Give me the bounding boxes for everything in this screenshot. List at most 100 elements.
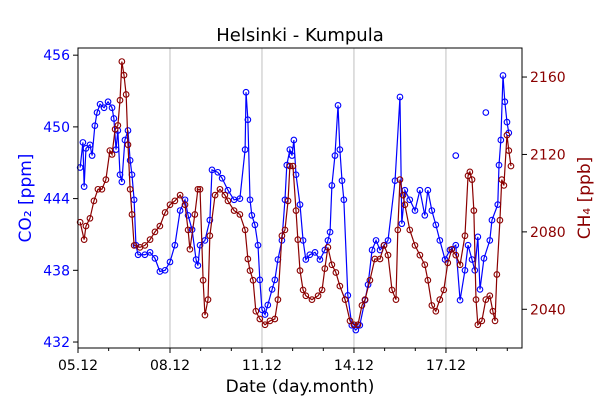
data-point [151, 228, 159, 236]
data-point [161, 209, 169, 216]
data-point [130, 242, 138, 249]
data-point [278, 232, 286, 240]
data-point [196, 241, 204, 249]
series-line [79, 61, 512, 327]
data-point [376, 255, 384, 263]
data-point [241, 146, 249, 153]
data-point [501, 98, 509, 106]
data-point [474, 321, 482, 329]
grid-lines [169, 48, 447, 348]
data-point [171, 241, 179, 249]
data-point [184, 226, 192, 234]
data-point [421, 261, 429, 269]
y-tick-label-left: 444 [43, 192, 70, 208]
data-point [116, 96, 124, 104]
data-point [246, 267, 254, 274]
data-point [194, 262, 202, 269]
data-point [176, 207, 184, 214]
data-point [289, 162, 297, 170]
y-tick-label-left: 432 [43, 335, 70, 351]
data-point [91, 122, 99, 130]
axis-ticks: 05.12 08.12 11.12 14.12 17.12 432 438 444 450 456… [43, 48, 565, 374]
data-point [436, 296, 444, 303]
data-point [120, 71, 128, 79]
data-point [488, 216, 496, 224]
data-point [261, 311, 269, 318]
data-point [252, 307, 260, 315]
data-point [503, 118, 511, 126]
data-point [108, 151, 116, 158]
data-point [236, 195, 244, 202]
data-point [302, 256, 310, 263]
data-point [184, 211, 192, 219]
data-point [246, 196, 254, 204]
data-point [328, 261, 336, 269]
data-point [126, 157, 134, 164]
data-point [472, 296, 480, 303]
data-point [124, 141, 132, 149]
data-point [256, 276, 264, 284]
data-point [316, 256, 324, 263]
data-point [290, 136, 298, 144]
data-point [461, 266, 469, 274]
data-point [76, 164, 84, 171]
data-point [440, 286, 448, 294]
data-point [424, 276, 432, 284]
data-point [94, 185, 102, 193]
data-point [206, 232, 214, 240]
data-point [181, 201, 189, 209]
data-point [302, 292, 310, 300]
data-point [482, 296, 490, 303]
data-point [503, 131, 511, 139]
data-point [76, 218, 84, 226]
x-tick-label: 05.12 [58, 358, 98, 374]
data-point [354, 321, 362, 329]
data-point [341, 296, 349, 303]
data-point [128, 211, 136, 218]
y-tick-label-right: 2040 [530, 302, 566, 318]
data-point [90, 197, 98, 205]
data-point [491, 317, 499, 325]
data-point [507, 162, 515, 170]
data-point [93, 109, 101, 116]
y-tick-label-left: 450 [43, 120, 70, 136]
data-point [80, 236, 88, 243]
data-point [497, 136, 505, 144]
data-point [476, 286, 484, 293]
data-point [221, 191, 229, 199]
data-point [421, 211, 429, 219]
y-tick-label-right: 2120 [530, 147, 566, 163]
data-point [286, 146, 294, 153]
data-point [444, 259, 452, 267]
data-point [296, 201, 304, 208]
x-tick-label: 11.12 [242, 358, 282, 374]
data-point [230, 207, 238, 214]
y-axis-label-right: CH₄ [ppb] [575, 157, 595, 240]
data-point [192, 256, 200, 263]
data-point [493, 271, 501, 278]
data-point [110, 115, 118, 122]
data-point [256, 315, 264, 323]
data-point [456, 296, 464, 304]
data-point [82, 145, 90, 152]
y-tick-label-left: 438 [43, 263, 70, 279]
data-point [122, 91, 130, 98]
data-point [126, 185, 134, 193]
data-point [79, 139, 87, 146]
data-point [86, 214, 94, 222]
data-point [350, 321, 358, 329]
data-point [114, 122, 122, 129]
data-point [283, 161, 291, 169]
data-point [406, 196, 414, 204]
data-point [299, 286, 307, 294]
data-point [428, 207, 436, 214]
data-point [258, 306, 266, 314]
data-point [368, 246, 376, 254]
data-point [328, 182, 336, 189]
data-point [214, 168, 222, 176]
data-point [241, 226, 249, 234]
data-point [318, 286, 326, 294]
data-point [274, 296, 282, 303]
data-point [146, 249, 154, 256]
